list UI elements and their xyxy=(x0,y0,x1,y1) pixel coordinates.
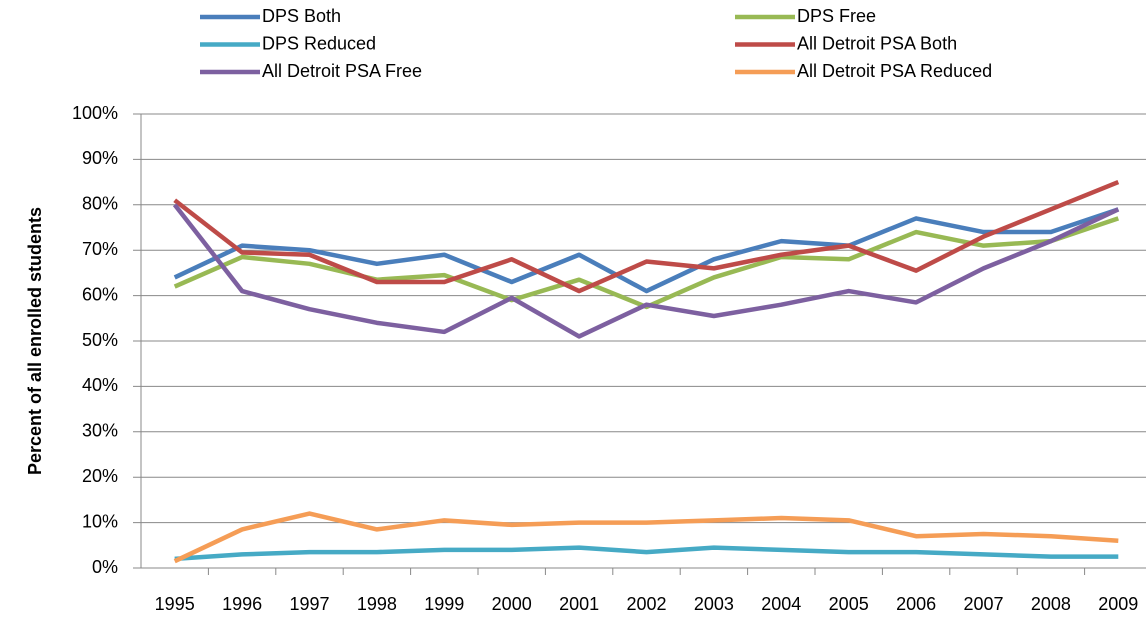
line xyxy=(174,545,1119,562)
legend-label: DPS Reduced xyxy=(262,33,376,53)
legend-label: All Detroit PSA Free xyxy=(262,61,422,81)
x-tick-label: 2005 xyxy=(829,594,869,614)
y-tick-label: 0% xyxy=(92,557,118,577)
x-tick-label: 2004 xyxy=(761,594,801,614)
legend-label: All Detroit PSA Both xyxy=(797,33,957,53)
x-tick-label: 2009 xyxy=(1098,594,1138,614)
line xyxy=(172,203,1120,339)
x-tick-label: 2007 xyxy=(963,594,1003,614)
x-tick-label: 2003 xyxy=(694,594,734,614)
y-tick-label: 70% xyxy=(82,239,118,259)
y-tick-label: 10% xyxy=(82,511,118,531)
x-tick-label: 2001 xyxy=(559,594,599,614)
x-tick-label: 1996 xyxy=(222,594,262,614)
line xyxy=(173,180,1120,294)
y-tick-label: 20% xyxy=(82,466,118,486)
y-tick-label: 50% xyxy=(82,330,118,350)
y-tick-label: 90% xyxy=(82,148,118,168)
x-tick-label: 1997 xyxy=(289,594,329,614)
y-tick-label: 100% xyxy=(72,103,118,123)
x-tick-label: 2002 xyxy=(626,594,666,614)
y-tick-label: 80% xyxy=(82,194,118,214)
legend-label: DPS Free xyxy=(797,6,876,26)
y-tick-label: 40% xyxy=(82,375,118,395)
y-axis-label: Percent of all enrolled students xyxy=(25,207,45,475)
x-tick-label: 2008 xyxy=(1031,594,1071,614)
x-tick-label: 1999 xyxy=(424,594,464,614)
line xyxy=(173,207,1120,294)
x-tick-label: 1995 xyxy=(155,594,195,614)
legend-label: DPS Both xyxy=(262,6,341,26)
x-tick-label: 1998 xyxy=(357,594,397,614)
line xyxy=(173,511,1119,564)
y-tick-label: 30% xyxy=(82,421,118,441)
x-tick-label: 2000 xyxy=(492,594,532,614)
legend-label: All Detroit PSA Reduced xyxy=(797,61,992,81)
x-tick-label: 2006 xyxy=(896,594,936,614)
y-tick-label: 60% xyxy=(82,284,118,304)
